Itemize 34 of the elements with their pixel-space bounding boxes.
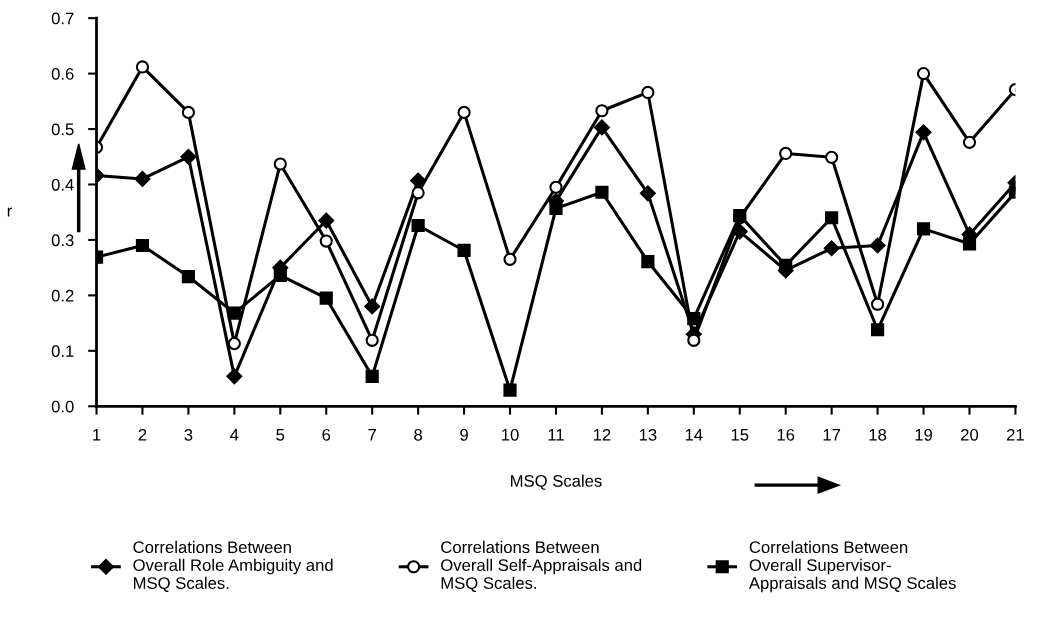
legend-label: Correlations Between Overall Role Ambiguity and MSQ Scales. [133, 540, 333, 592]
x-tick-label: 14 [685, 429, 703, 441]
x-tick-label: 11 [548, 429, 564, 441]
x-tick-label: 6 [322, 428, 331, 441]
x-tick-label: 17 [823, 429, 841, 441]
x-tick-label: 9 [460, 428, 468, 441]
x-tick-label: 18 [869, 428, 887, 441]
x-tick-label: 21 [1007, 428, 1024, 441]
y-tick-label: 0.7 [51, 12, 74, 25]
x-tick-label: 16 [777, 428, 795, 441]
x-tick-label: 20 [961, 428, 979, 441]
y-tick-label: 0.4 [51, 178, 74, 191]
x-tick-label: 15 [731, 429, 749, 441]
y-tick-label: 0.2 [51, 289, 74, 302]
x-tick-label: 12 [593, 428, 611, 441]
y-tick-label: 0.1 [51, 345, 74, 358]
legend-label: Correlations Between Overall Self-Appraisals and MSQ Scales. [441, 540, 642, 592]
y-axis-title: r [7, 207, 12, 217]
y-tick-label: 0.5 [51, 123, 74, 136]
y-tick-label: 0.6 [51, 68, 74, 80]
x-tick-label: 13 [639, 428, 657, 441]
x-tick-label: 2 [138, 428, 147, 441]
x-tick-label: 10 [502, 428, 519, 441]
x-tick-label: 3 [184, 428, 193, 441]
x-tick-label: 8 [414, 428, 423, 441]
y-tick-label: 0.0 [51, 400, 74, 413]
x-tick-label: 19 [915, 428, 933, 441]
x-axis-title: MSQ Scales [511, 474, 602, 490]
x-tick-label: 4 [230, 429, 239, 441]
x-tick-label: 5 [276, 429, 285, 441]
legend-label: Correlations Between Overall Supervisor- Appraisals and MSQ Scales [748, 540, 956, 593]
y-tick-label: 0.3 [51, 234, 74, 247]
x-tick-label: 7 [368, 429, 376, 441]
x-tick-label: 1 [93, 429, 101, 441]
